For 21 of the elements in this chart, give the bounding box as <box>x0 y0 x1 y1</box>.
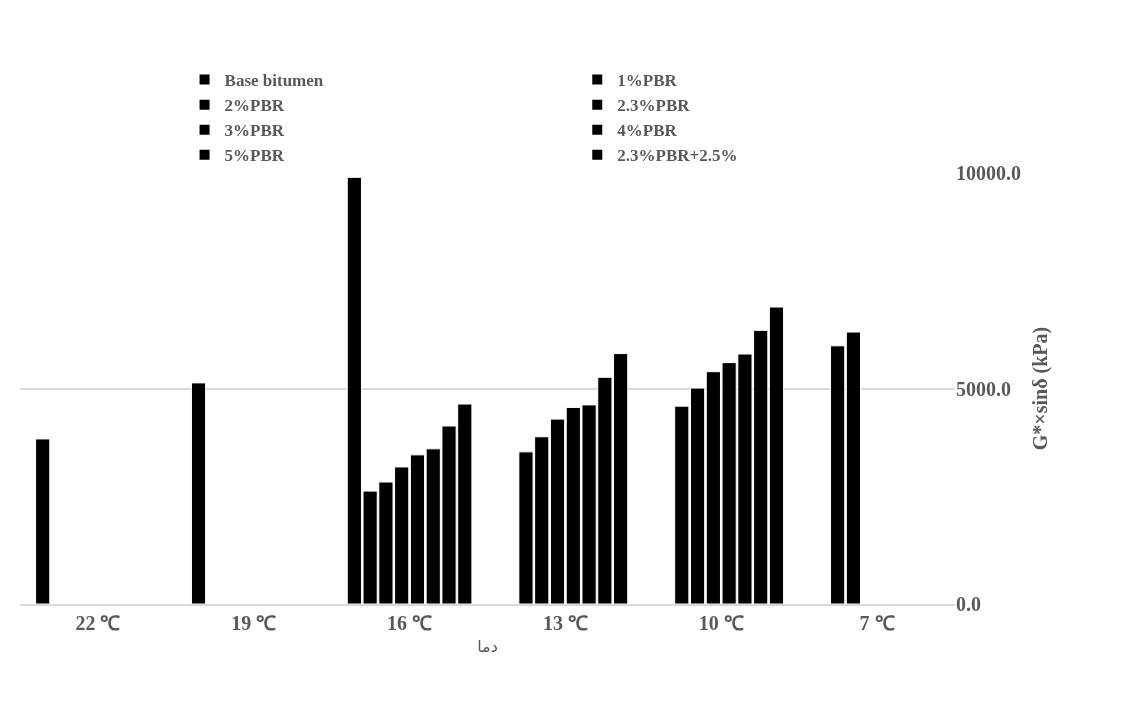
legend-label: 2%PBR <box>224 96 285 116</box>
x-tick-label: 13 ℃ <box>542 612 588 634</box>
bar <box>35 438 51 604</box>
legend-label: 5%PBR <box>224 146 285 166</box>
legend-label: 3%PBR <box>224 121 285 141</box>
x-tick-label: 16 ℃ <box>387 612 433 634</box>
y-tick-label: 10000.0 <box>956 162 1021 184</box>
x-tick-label: 7 ℃ <box>859 612 895 634</box>
legend-label: Base bitumen <box>224 71 324 91</box>
y-tick-label: 5000.0 <box>956 377 1011 400</box>
x-tick-label: 10 ℃ <box>698 612 744 634</box>
x-tick-label: 19 ℃ <box>231 612 277 634</box>
legend-label: 4%PBR <box>617 121 678 141</box>
legend-label: 1%PBR <box>617 71 678 91</box>
x-tick-label: 22 ℃ <box>75 612 121 634</box>
y-axis-title: G*×sinδ (kPa) <box>1028 326 1052 451</box>
legend-label: 2.3%PBR <box>617 96 691 116</box>
y-tick-label: 0.0 <box>956 593 981 615</box>
legend-label: 2.3%PBR+2.5% <box>617 146 738 166</box>
x-axis-title: دما <box>477 637 498 657</box>
bar <box>190 382 207 604</box>
